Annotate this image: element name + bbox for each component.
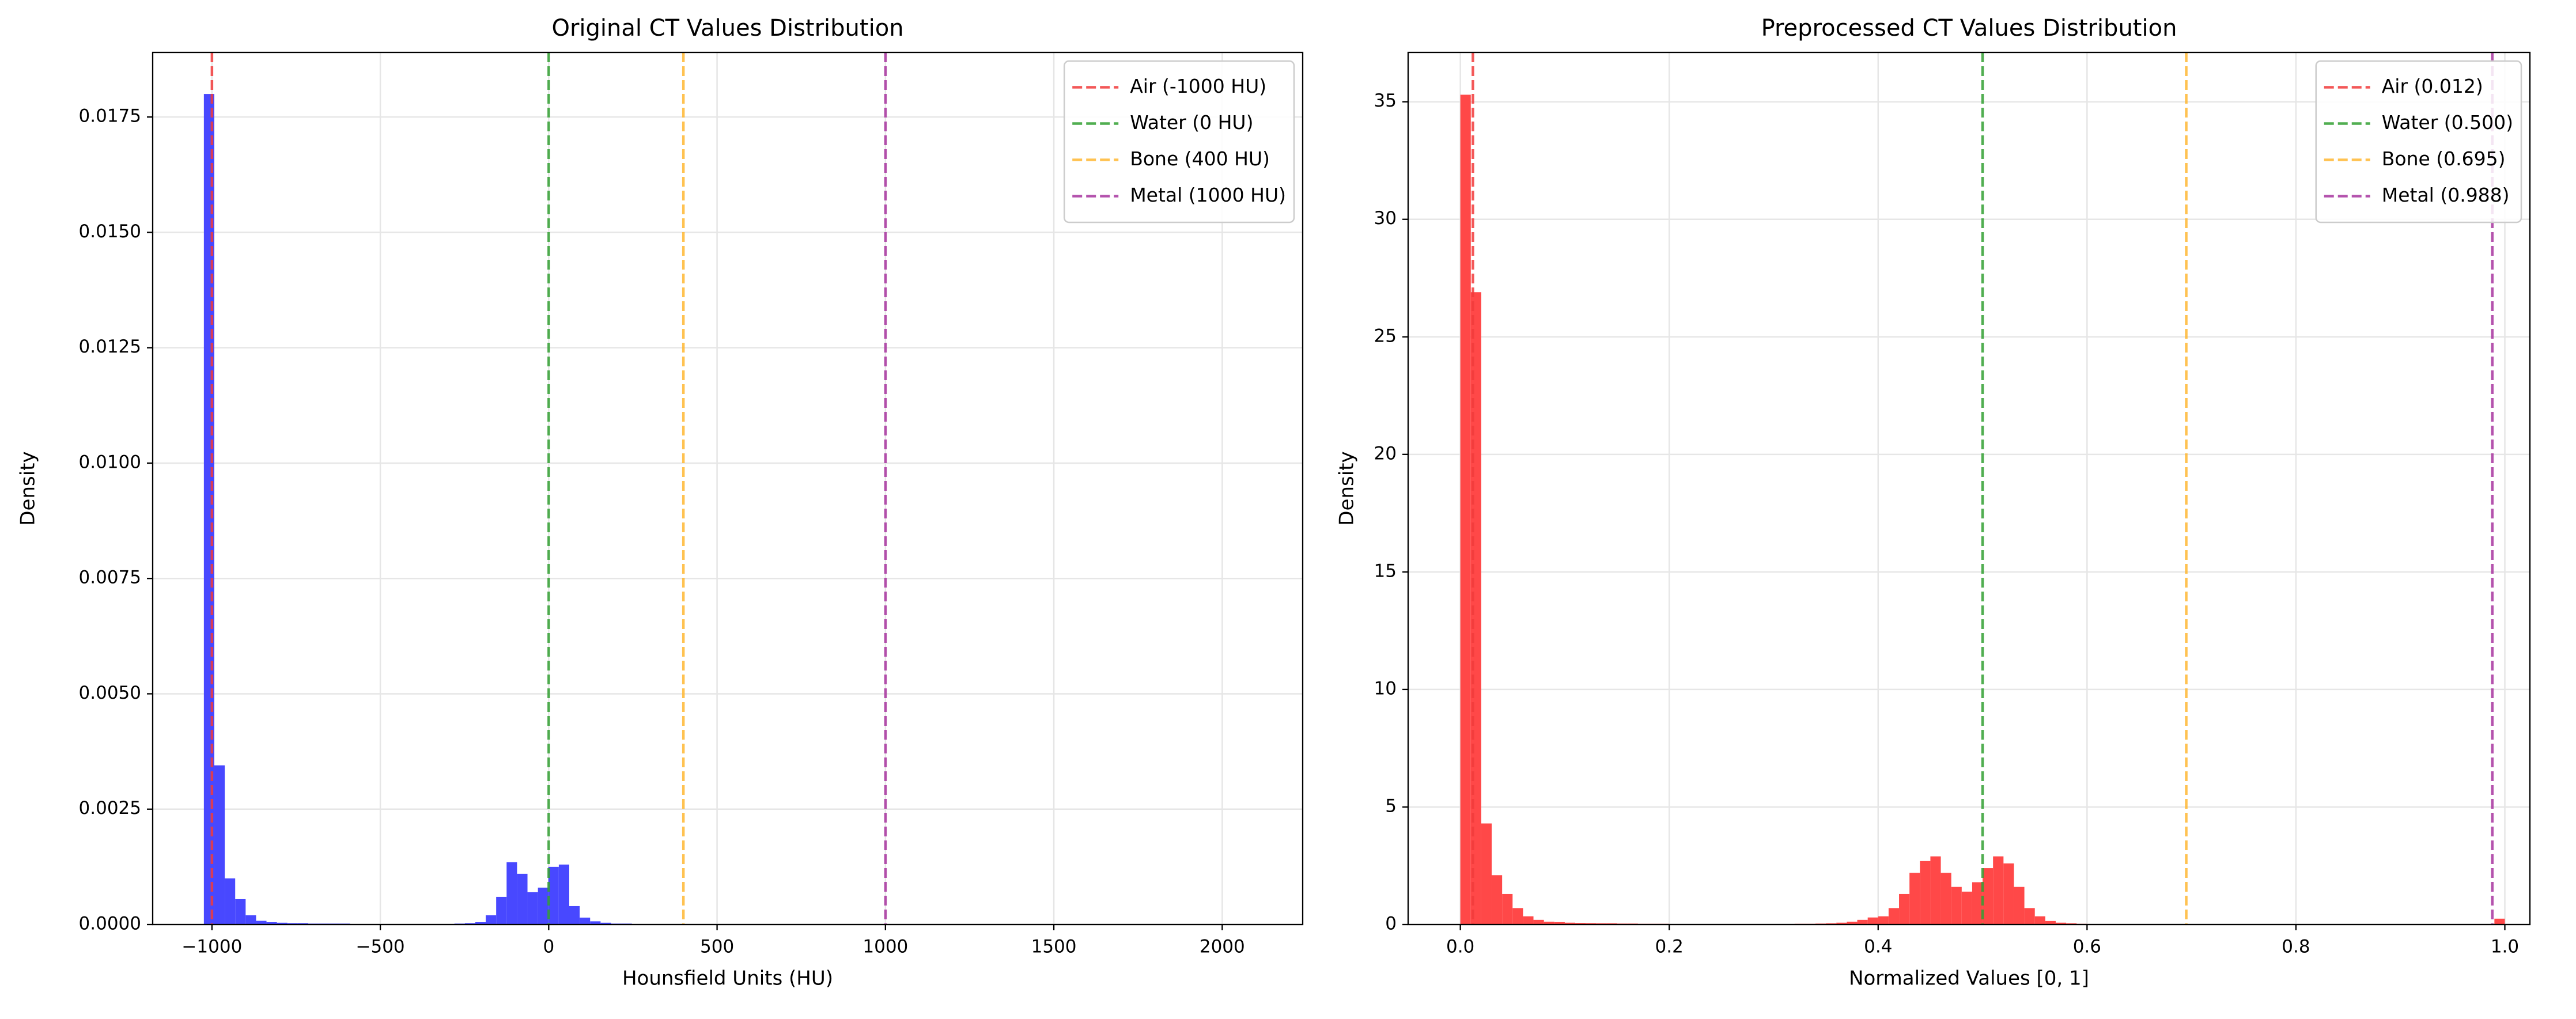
legend-label: Metal (1000 HU) bbox=[1130, 184, 1286, 206]
histogram-bar bbox=[214, 766, 225, 925]
histogram-bar bbox=[2494, 919, 2505, 925]
x-tick-label: 0.0 bbox=[1446, 937, 1474, 957]
y-tick-label: 25 bbox=[1374, 325, 1397, 346]
histogram-bar bbox=[1983, 868, 1993, 925]
histogram-bar bbox=[1920, 861, 1930, 925]
histogram-bar bbox=[559, 865, 569, 925]
x-tick-label: 0.4 bbox=[1864, 937, 1892, 957]
histogram-bar bbox=[1461, 94, 1471, 925]
histogram-bar bbox=[245, 915, 256, 925]
legend-label: Air (0.012) bbox=[2382, 75, 2483, 97]
y-tick-label: 15 bbox=[1374, 560, 1397, 581]
histogram-bar bbox=[1941, 873, 1951, 925]
y-tick-label: 0.0175 bbox=[79, 106, 141, 127]
legend: Air (0.012) Water (0.500) Bone (0.695) Meta… bbox=[2316, 61, 2521, 222]
histogram-bar bbox=[1868, 918, 1878, 925]
x-tick-label: 0 bbox=[543, 937, 554, 957]
y-tick-label: 5 bbox=[1385, 795, 1397, 816]
subplot: 0.0000 0.0025 0.0050 0.0075 0.0100 0.0125 0.01… bbox=[17, 15, 1303, 990]
histogram-bar bbox=[1492, 875, 1502, 925]
histogram-bar bbox=[1878, 916, 1889, 925]
histogram-bar bbox=[528, 892, 538, 925]
x-tick-label: 1000 bbox=[863, 937, 908, 957]
x-tick-label: 1500 bbox=[1031, 937, 1077, 957]
histogram-bar bbox=[1502, 894, 1512, 925]
histogram-bar bbox=[2025, 908, 2035, 925]
legend: Air (-1000 HU) Water (0 HU) Bone (400 HU) M… bbox=[1064, 61, 1294, 222]
y-tick-label: 30 bbox=[1374, 208, 1397, 229]
histogram-bar bbox=[1481, 824, 1492, 925]
histogram-bar bbox=[486, 915, 496, 925]
histogram-bar bbox=[235, 899, 245, 925]
legend-label: Water (0 HU) bbox=[1130, 111, 1253, 134]
y-tick-label: 20 bbox=[1374, 443, 1397, 464]
y-tick-label: 0.0125 bbox=[79, 336, 141, 357]
y-tick-label: 0.0000 bbox=[79, 914, 141, 934]
y-tick-label: 0 bbox=[1385, 914, 1397, 934]
histogram-bar bbox=[2003, 863, 2014, 925]
histogram-bar bbox=[2035, 916, 2045, 925]
chart-title: Preprocessed CT Values Distribution bbox=[1761, 15, 2177, 41]
x-tick-label: 0.6 bbox=[2073, 937, 2101, 957]
x-tick-label: −1000 bbox=[181, 937, 242, 957]
subplot: 0 5 10 15 20 25 30 35 0.0 0.2 0.4 0.6 0.8 1.0 Preproce… bbox=[1336, 15, 2530, 990]
legend-label: Bone (400 HU) bbox=[1130, 147, 1270, 170]
histogram-bar bbox=[517, 874, 527, 925]
histogram-bar bbox=[496, 897, 506, 925]
x-tick-label: 500 bbox=[700, 937, 734, 957]
legend-label: Water (0.500) bbox=[2382, 111, 2513, 134]
histogram-bar bbox=[1909, 873, 1920, 925]
x-tick-label: −500 bbox=[356, 937, 405, 957]
histogram-bar bbox=[2014, 887, 2024, 925]
histogram-bar bbox=[580, 918, 590, 925]
y-tick-label: 0.0050 bbox=[79, 683, 141, 703]
histogram-bar bbox=[1889, 908, 1899, 925]
histogram-bar bbox=[1512, 908, 1523, 925]
histogram-bar bbox=[1972, 882, 1983, 925]
x-tick-label: 0.8 bbox=[2282, 937, 2310, 957]
y-tick-label: 10 bbox=[1374, 678, 1397, 699]
legend-label: Metal (0.988) bbox=[2382, 184, 2510, 206]
x-axis-label: Hounsfield Units (HU) bbox=[622, 967, 833, 990]
histogram-bar bbox=[506, 862, 517, 925]
histogram-bar bbox=[1993, 857, 2003, 925]
y-tick-label: 0.0025 bbox=[79, 798, 141, 819]
histogram-bar bbox=[538, 888, 549, 925]
legend-label: Bone (0.695) bbox=[2382, 147, 2506, 170]
x-tick-label: 0.2 bbox=[1655, 937, 1684, 957]
histogram-bar bbox=[1951, 887, 1962, 925]
legend-label: Air (-1000 HU) bbox=[1130, 75, 1266, 97]
y-tick-label: 0.0075 bbox=[79, 567, 141, 588]
histogram-bar bbox=[1930, 857, 1940, 925]
y-tick-label: 35 bbox=[1374, 90, 1397, 111]
histogram-bar bbox=[1523, 916, 1533, 925]
y-tick-label: 0.0150 bbox=[79, 221, 141, 242]
y-tick-label: 0.0100 bbox=[79, 452, 141, 472]
y-axis-label: Density bbox=[17, 451, 40, 525]
histogram-bar bbox=[1534, 920, 1544, 925]
histogram-bar bbox=[569, 906, 580, 925]
histogram-bar bbox=[1962, 892, 1972, 925]
y-axis-label: Density bbox=[1336, 451, 1359, 525]
histogram-bar bbox=[1858, 920, 1868, 925]
chart-title: Original CT Values Distribution bbox=[551, 15, 903, 41]
histogram-bar bbox=[1899, 894, 1909, 925]
histogram-bar bbox=[225, 878, 235, 925]
x-tick-label: 1.0 bbox=[2491, 937, 2519, 957]
x-axis-label: Normalized Values [0, 1] bbox=[1849, 967, 2089, 990]
x-tick-label: 2000 bbox=[1200, 937, 1245, 957]
